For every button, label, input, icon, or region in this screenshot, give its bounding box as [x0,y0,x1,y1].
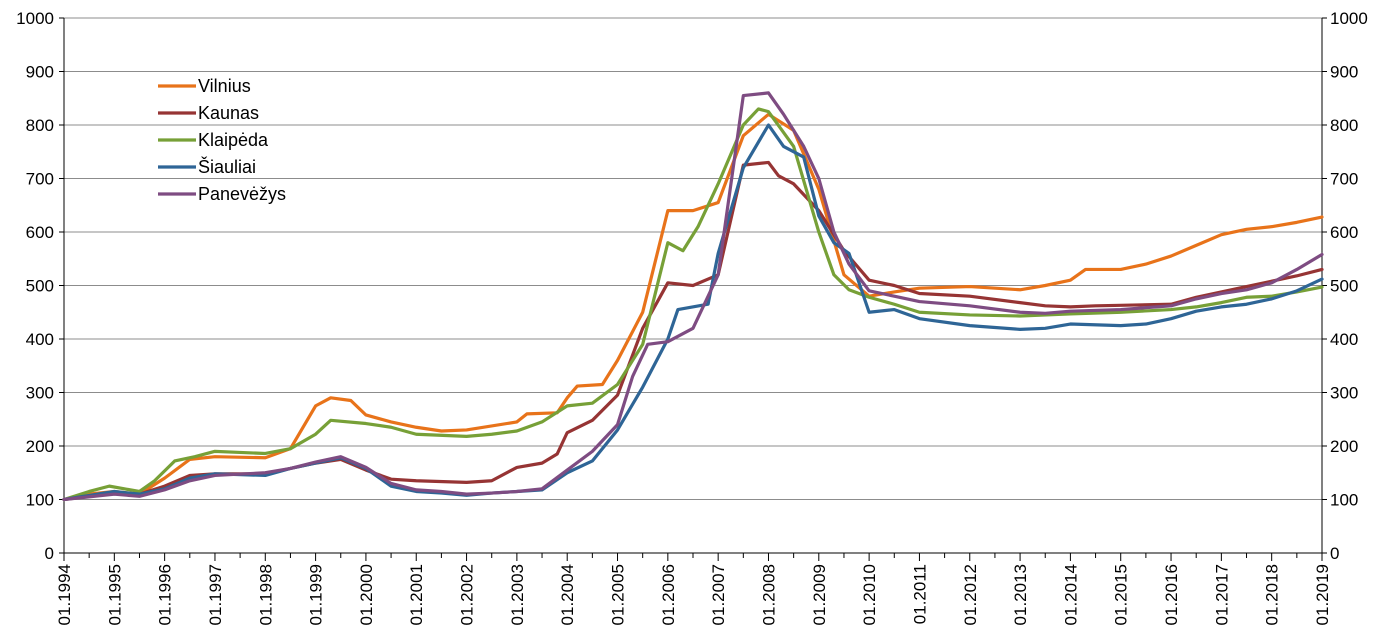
x-tick-label: 01.2013 [1011,564,1030,625]
x-tick-label: 01.1999 [307,564,326,625]
x-tick-label: 01.2008 [759,564,778,625]
y-tick-label-left: 700 [26,170,54,189]
y-tick-label-left: 400 [26,330,54,349]
x-tick-label: 01.2000 [357,564,376,625]
x-tick-label: 01.2012 [961,564,980,625]
x-tick-label: 01.1995 [105,564,124,625]
series-line-kaunas [62,160,1324,502]
x-tick-label: 01.2015 [1112,564,1131,625]
x-tick-label: 01.2016 [1162,564,1181,625]
y-tick-label-left: 100 [26,491,54,510]
y-tick-label-right: 1000 [1330,9,1368,28]
x-tick-label: 01.2019 [1313,564,1332,625]
x-tick-label: 01.2005 [609,564,628,625]
x-tick-label: 01.2001 [407,564,426,625]
legend-label: Vilnius [198,76,251,96]
x-tick-label: 01.2004 [558,564,577,625]
axes: 0 0 100 100 200 200 300 300 400 400 500 500 600 600 70… [16,9,1368,625]
x-tick-label: 01.1996 [156,564,175,625]
legend-label: Kaunas [198,103,259,123]
series-line-panev-ys [62,91,1324,502]
y-tick-label-left: 0 [45,544,54,563]
y-tick-label-left: 900 [26,63,54,82]
x-tick-label: 01.2010 [860,564,879,625]
y-tick-label-right: 0 [1330,544,1339,563]
x-tick-label: 01.2014 [1061,564,1080,625]
x-tick-label: 01.2003 [508,564,527,625]
y-tick-label-right: 400 [1330,330,1358,349]
x-tick-label: 01.1998 [256,564,275,625]
y-tick-label-left: 300 [26,384,54,403]
y-tick-label-left: 800 [26,116,54,135]
y-tick-label-right: 600 [1330,223,1358,242]
y-tick-label-left: 200 [26,437,54,456]
x-tick-label: 01.2009 [810,564,829,625]
x-tick-label: 01.2018 [1263,564,1282,625]
x-tick-label: 01.2011 [910,564,929,624]
y-tick-label-left: 500 [26,277,54,296]
x-tick-label: 01.2002 [458,564,477,625]
x-tick-label: 01.1997 [206,564,225,625]
x-tick-label: 01.1994 [55,564,74,625]
y-tick-label-right: 700 [1330,170,1358,189]
y-tick-label-right: 200 [1330,437,1358,456]
series-line-vilnius [62,112,1324,502]
legend-label: Panevėžys [198,184,286,204]
y-tick-label-right: 300 [1330,384,1358,403]
y-tick-label-left: 600 [26,223,54,242]
series-line-klaip-da [62,107,1324,502]
y-tick-label-right: 500 [1330,277,1358,296]
y-tick-label-right: 900 [1330,63,1358,82]
gridlines [64,17,1322,500]
x-tick-label: 01.2017 [1212,564,1231,625]
x-tick-label: 01.2006 [659,564,678,625]
legend-label: Šiauliai [198,156,256,177]
legend: Vilnius Kaunas Klaipėda Šiauliai Panevėžys [158,76,286,204]
legend-label: Klaipėda [198,130,269,150]
x-tick-label: 01.2007 [709,564,728,625]
y-tick-label-right: 800 [1330,116,1358,135]
y-tick-label-right: 100 [1330,491,1358,510]
y-tick-label-left: 1000 [16,9,54,28]
data-series [62,91,1324,502]
